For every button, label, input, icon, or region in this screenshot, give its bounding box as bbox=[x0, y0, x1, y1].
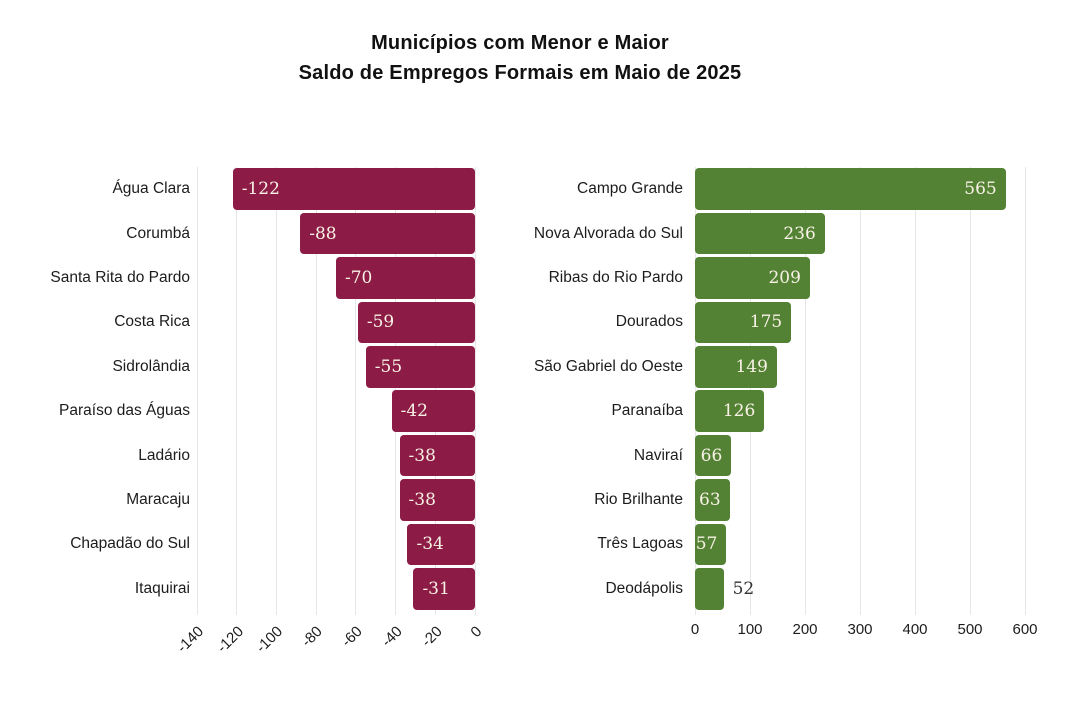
value-label: 175 bbox=[749, 312, 783, 333]
x-tick-label: -100 bbox=[253, 623, 287, 657]
x-tick-label: -20 bbox=[417, 623, 446, 651]
bar bbox=[695, 479, 730, 521]
x-tick-label: 200 bbox=[792, 621, 818, 638]
gridline bbox=[804, 167, 806, 615]
bar bbox=[695, 434, 732, 477]
value-label: -55 bbox=[374, 356, 403, 377]
bar bbox=[391, 390, 475, 432]
category-label: Chapadão do Sul bbox=[70, 535, 190, 553]
plot-area: -122 -88 -70 -59 -55 -42 -38 -38 -34 -31 bbox=[196, 167, 476, 615]
category-label: Corumbá bbox=[126, 224, 190, 242]
bar bbox=[695, 346, 777, 388]
value-label: 126 bbox=[722, 401, 756, 422]
category-label: Ladário bbox=[138, 446, 190, 464]
x-tick-label: -120 bbox=[213, 623, 247, 657]
x-tick-label: 400 bbox=[902, 621, 928, 638]
category-label: Deodápolis bbox=[605, 579, 683, 597]
bar bbox=[336, 257, 475, 299]
value-label: -38 bbox=[408, 445, 436, 466]
x-tick-label: -40 bbox=[378, 623, 406, 651]
bar bbox=[300, 212, 475, 255]
gridline bbox=[969, 167, 971, 615]
category-label: Sidrolândia bbox=[112, 357, 190, 375]
value-label: -59 bbox=[366, 312, 395, 333]
category-label: Campo Grande bbox=[577, 180, 683, 198]
bar bbox=[695, 523, 727, 566]
x-tick-label: 300 bbox=[847, 621, 873, 638]
category-label: Paraíso das Águas bbox=[59, 402, 190, 420]
category-label: São Gabriel do Oeste bbox=[533, 357, 683, 375]
x-tick-label: 600 bbox=[1012, 621, 1038, 638]
bar bbox=[357, 301, 475, 344]
bar bbox=[695, 257, 810, 299]
y-axis-labels: Água Clara Corumbá Santa Rita do Pardo Cost… bbox=[0, 167, 190, 611]
y-axis-labels: Campo Grande Nova Alvorada do Sul Ribas do… bbox=[487, 167, 683, 611]
category-label: Maracaju bbox=[126, 490, 190, 508]
gridline bbox=[196, 167, 198, 615]
bar bbox=[695, 390, 765, 432]
value-label: 565 bbox=[964, 179, 997, 200]
plot-area: 565 236 209 175 149 126 66 63 57 52 bbox=[694, 167, 1026, 615]
value-label: -31 bbox=[422, 578, 450, 599]
gridline bbox=[275, 167, 277, 615]
bar bbox=[695, 301, 792, 344]
x-tick-label: 0 bbox=[690, 621, 700, 638]
gridline bbox=[859, 167, 861, 615]
chart-title-line1: Municípios com Menor e Maior bbox=[371, 32, 669, 54]
gridline bbox=[355, 167, 357, 615]
bar bbox=[695, 568, 724, 610]
x-tick-label: -140 bbox=[173, 623, 208, 657]
bar bbox=[695, 212, 825, 255]
x-tick-label: 0 bbox=[467, 623, 486, 641]
x-axis-labels: -140 -120 -100 -80 -60 -40 -20 0 bbox=[174, 611, 485, 686]
value-label: 209 bbox=[768, 267, 801, 288]
bar bbox=[407, 523, 475, 566]
gridline bbox=[474, 167, 476, 615]
value-label: 236 bbox=[783, 223, 816, 244]
category-label: Paranaíba bbox=[611, 402, 683, 420]
category-label: Naviraí bbox=[633, 446, 683, 464]
bar bbox=[365, 346, 475, 388]
category-label: Água Clara bbox=[112, 180, 190, 198]
value-label: -88 bbox=[309, 223, 337, 244]
category-label: Nova Alvorada do Sul bbox=[533, 224, 683, 242]
value-label: -70 bbox=[345, 267, 373, 288]
x-tick-label: 500 bbox=[957, 621, 983, 638]
value-label: 66 bbox=[700, 445, 723, 466]
gridline bbox=[315, 167, 317, 615]
value-label: -38 bbox=[408, 489, 436, 510]
gridline bbox=[1024, 167, 1026, 615]
category-label: Itaquirai bbox=[134, 579, 190, 597]
bar bbox=[232, 168, 475, 210]
category-label: Dourados bbox=[615, 313, 683, 331]
category-label: Três Lagoas bbox=[597, 535, 683, 553]
bar bbox=[413, 568, 475, 610]
value-label: -42 bbox=[400, 401, 428, 422]
chart-title-line2: Saldo de Empregos Formais em Maio de 202… bbox=[298, 62, 742, 84]
category-label: Santa Rita do Pardo bbox=[50, 268, 190, 286]
category-label: Costa Rica bbox=[114, 313, 190, 331]
bar bbox=[695, 168, 1006, 210]
gridline bbox=[914, 167, 916, 615]
x-tick-label: 100 bbox=[737, 621, 763, 638]
value-label: -122 bbox=[241, 179, 280, 200]
chart-title: Municípios com Menor e Maior Saldo de Em… bbox=[0, 28, 1040, 88]
bar bbox=[399, 479, 475, 521]
bar bbox=[399, 434, 475, 477]
value-label: 149 bbox=[735, 356, 768, 377]
value-label: 52 bbox=[732, 578, 755, 599]
category-label: Rio Brilhante bbox=[594, 490, 683, 508]
value-label: 63 bbox=[699, 489, 721, 510]
x-tick-label: -80 bbox=[298, 623, 327, 651]
category-label: Ribas do Rio Pardo bbox=[548, 268, 683, 286]
gridline bbox=[236, 167, 238, 615]
value-label: -34 bbox=[416, 534, 444, 555]
value-label: 57 bbox=[695, 534, 718, 555]
x-axis-labels: 0 100 200 300 400 500 600 bbox=[691, 611, 1038, 686]
x-tick-label: -60 bbox=[338, 623, 366, 651]
